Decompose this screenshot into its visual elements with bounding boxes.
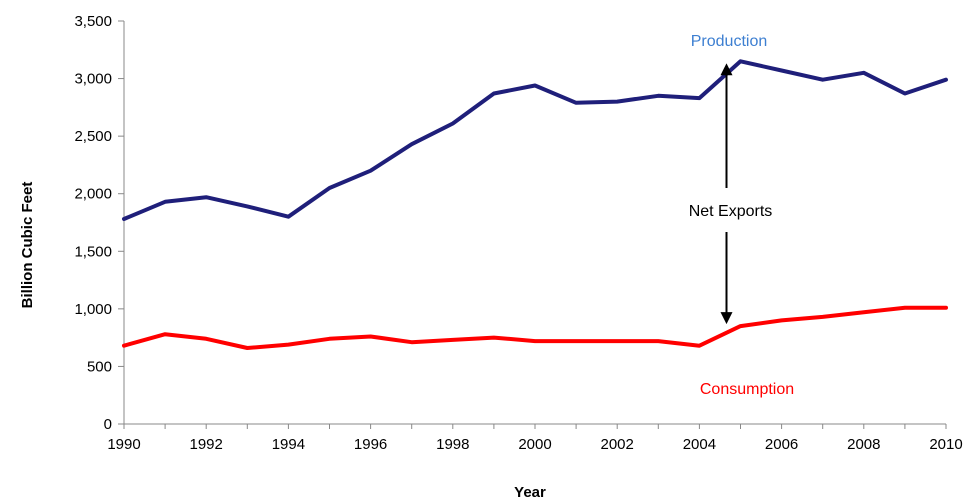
x-tick-label: 2004 (683, 436, 716, 453)
x-tick-label: 1990 (107, 436, 140, 453)
series-line-production (122, 59, 948, 221)
x-tick-label: 2002 (601, 436, 634, 453)
series-label-production: Production (691, 33, 768, 50)
x-tick-label: 1998 (436, 436, 469, 453)
x-axis-title: Year (514, 484, 546, 500)
y-axis-title: Billion Cubic Feet (19, 182, 36, 309)
y-tick-label: 0 (104, 416, 112, 433)
y-tick-label: 500 (87, 358, 112, 375)
net-exports-annotation: Net Exports (689, 63, 773, 325)
series-label-consumption: Consumption (700, 381, 794, 398)
x-tick-label: 2006 (765, 436, 798, 453)
series-line-consumption (122, 305, 948, 350)
y-tick-label: 1,500 (74, 243, 112, 260)
y-axis: 0 500 1,000 1,500 2,000 2,500 3,000 3,500 (74, 13, 125, 433)
y-tick-label: 3,000 (74, 71, 112, 88)
x-tick-label: 2010 (929, 436, 962, 453)
series-lines (122, 59, 948, 350)
x-axis: 1990 1992 1994 1996 1998 2000 2002 2004 2006 2008… (107, 423, 963, 453)
y-tick-label: 3,500 (74, 13, 112, 30)
series-labels: Production Consumption (691, 33, 794, 398)
x-tick-label: 1992 (190, 436, 223, 453)
x-tick-label: 1994 (272, 436, 305, 453)
x-tick-label: 2000 (518, 436, 551, 453)
x-tick-label: 2008 (847, 436, 880, 453)
y-tick-label: 2,500 (74, 128, 112, 145)
y-tick-label: 2,000 (74, 186, 112, 203)
x-tick-label: 1996 (354, 436, 387, 453)
y-tick-label: 1,000 (74, 301, 112, 318)
net-exports-label: Net Exports (689, 203, 773, 220)
